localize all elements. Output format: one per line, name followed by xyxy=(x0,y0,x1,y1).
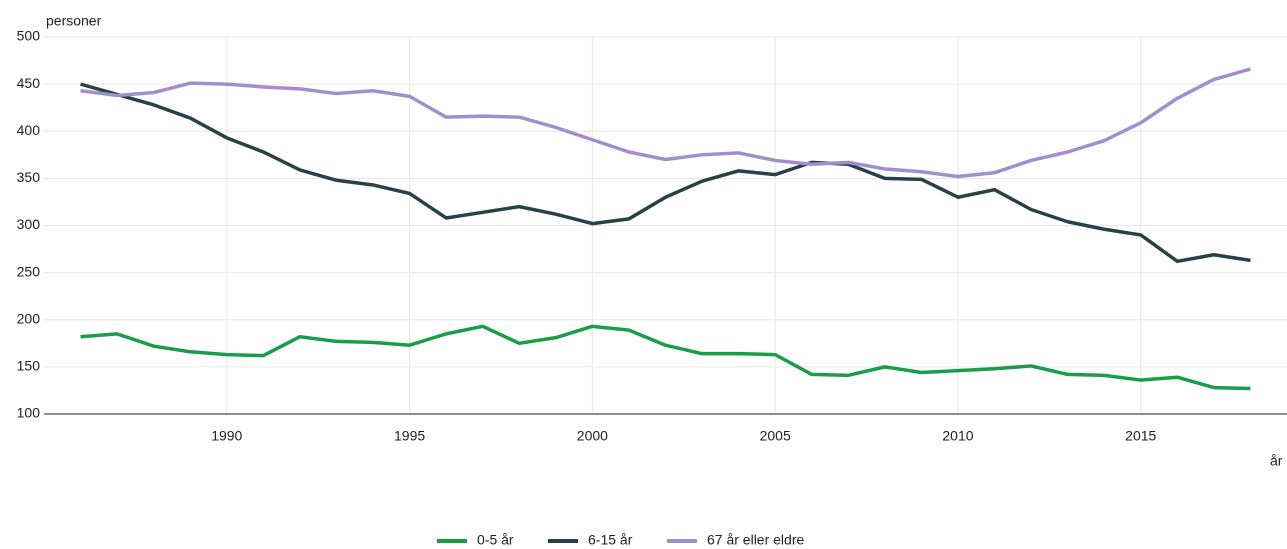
x-tick-label: 2015 xyxy=(1125,428,1156,444)
x-tick-label: 2005 xyxy=(760,428,791,444)
x-tick-label: 2010 xyxy=(942,428,973,444)
y-tick-label: 300 xyxy=(17,216,41,232)
y-tick-label: 150 xyxy=(17,358,41,374)
line-series xyxy=(80,67,1251,179)
y-tick-label: 500 xyxy=(17,28,41,44)
x-tick-label: 1995 xyxy=(394,428,425,444)
legend-label: 6-15 år xyxy=(588,532,633,548)
y-tick-label: 200 xyxy=(17,310,41,326)
y-tick-label: 250 xyxy=(17,263,41,279)
y-tick-label: 350 xyxy=(17,169,41,185)
x-tick-label: 2000 xyxy=(577,428,608,444)
y-tick-label: 450 xyxy=(17,75,41,91)
y-tick-label: 100 xyxy=(17,405,41,421)
y-axis-label: personer xyxy=(46,13,102,29)
x-tick-label: 1990 xyxy=(211,428,242,444)
x-axis-label: år xyxy=(1270,453,1283,469)
y-tick-label: 400 xyxy=(17,122,41,138)
line-series xyxy=(80,82,1251,264)
legend-label: 0-5 år xyxy=(477,532,514,548)
legend-label: 67 år eller eldre xyxy=(707,532,804,548)
line-series xyxy=(80,324,1251,391)
